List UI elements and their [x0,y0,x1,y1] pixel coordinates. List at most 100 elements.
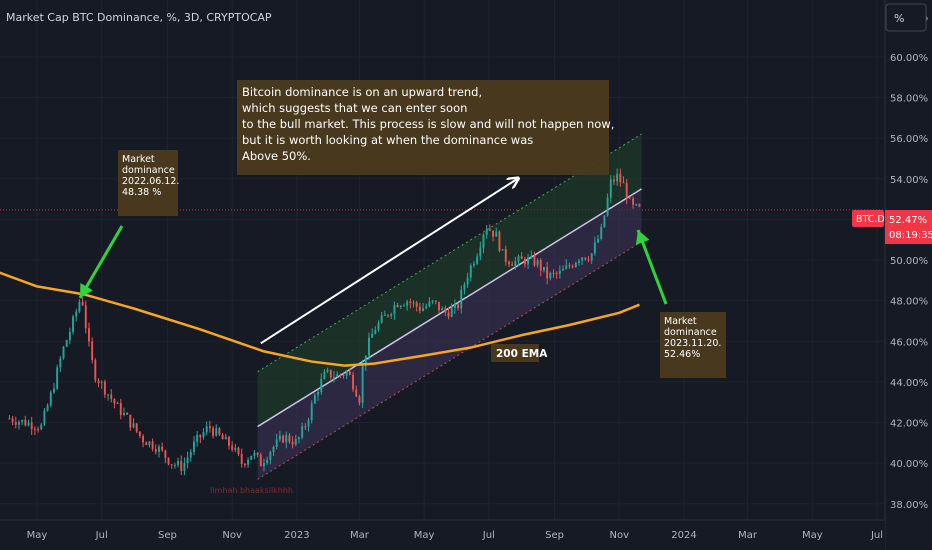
candle-body [100,381,103,384]
candle-body [27,422,30,426]
faint-red-label: Ilmhah bhaaksilkhhh [210,486,293,495]
candle-body [173,465,176,467]
time-tick-label: May [802,530,823,541]
candle-body [622,182,625,184]
left-pointer-arrow-shaft [78,225,124,299]
candle-body [514,261,517,266]
left-dominance-box[interactable]: Market dominance 2022.06.12. 48.38 % [118,150,182,216]
candle-body [606,197,609,216]
candle-body [511,264,514,266]
candle-body [517,256,520,262]
candle-body [186,457,189,464]
candle-body [161,446,164,451]
candle-body [495,231,498,237]
candle-body [282,435,285,443]
candle-body [49,392,52,406]
main-annotation-text: Bitcoin dominance is on an upward trend,… [242,85,618,163]
candle-body [403,305,405,307]
candle-body [113,398,116,404]
candle-body [441,308,444,311]
candle-body [46,405,49,411]
candle-body [263,463,265,467]
price-tick-label: 48.00% [890,297,928,308]
candle-body [632,198,635,205]
ema-label-box[interactable]: 200 EMA [491,344,548,362]
current-price-value: 52.47% [889,215,927,226]
current-price-tag[interactable]: 52.47% 08:19:35 [885,210,932,244]
candle-body [151,441,154,449]
candle-body [377,322,380,330]
candle-body [59,358,62,368]
candle-body [498,231,501,251]
candle-body [581,257,584,261]
candle-body [310,403,313,421]
candle-body [247,459,250,465]
candle-body [256,452,259,455]
candle-body [110,394,113,399]
candle-body [30,422,33,430]
candle-body [75,311,78,317]
candle-body [463,284,466,290]
candle-body [508,261,510,265]
time-axis[interactable]: May Jul Sep Nov 2023 Mar May Jul Sep Nov 2024 Mar Ma… [0,519,885,550]
candle-body [555,272,558,274]
candle-body [317,391,320,396]
candle-body [473,263,475,266]
candle-body [199,434,202,438]
left-box-line-1: Market [122,154,155,165]
price-tick-label: 46.00% [890,337,928,348]
candle-body [285,435,288,443]
candle-body [625,183,628,199]
candle-body [208,426,211,429]
candle-body [94,360,97,381]
candle-body [488,229,491,231]
candle-body [552,272,555,274]
left-dominance-text: Market dominance 2022.06.12. 48.38 % [122,154,182,198]
candle-body [361,365,364,403]
candle-body [457,304,460,309]
candle-body [88,328,90,342]
channel-lower-line [257,241,642,480]
candle-body [406,301,409,306]
candle-body [129,414,132,428]
candle-body [202,432,205,438]
candle-body [393,304,396,315]
candle-body [453,304,456,309]
price-axis[interactable]: 38.00% 40.00% 42.00% 44.00% 46.00% 48.00% 50.0… [884,0,932,550]
candle-body [409,301,412,303]
trend-arrow [260,179,518,345]
right-dominance-box[interactable]: Market dominance 2023.11.20. 52.46% [660,312,726,378]
candle-body [520,256,523,259]
candle-body [568,265,571,267]
candle-body [574,262,577,267]
candle-body [571,266,574,268]
scale-percent-button[interactable]: % [885,3,927,32]
price-axis-background [885,0,932,550]
right-box-line-3: 2023.11.20. [664,338,721,349]
candle-body [228,436,230,446]
candle-body [447,312,450,317]
candle-body [342,374,345,376]
candle-body [613,179,615,182]
candle-body [380,315,383,323]
main-annotation[interactable]: Bitcoin dominance is on an upward trend,… [237,80,618,175]
candle-body [399,305,402,308]
candle-body [14,422,17,425]
candle-body [138,431,141,436]
price-tick-label: 44.00% [890,378,928,389]
candle-body [562,268,565,271]
candle-body [345,371,348,376]
candle-body [371,333,374,338]
candle-body [352,374,355,390]
candle-body [320,379,323,392]
symbol-tag[interactable]: BTC.D [852,210,885,227]
left-box-line-2: dominance [122,165,175,176]
candle-body [259,454,262,467]
candle-body [536,260,539,266]
candle-body [215,428,218,436]
ema-200-line [0,271,640,367]
candle-body [56,367,59,389]
candle-body [307,420,310,427]
